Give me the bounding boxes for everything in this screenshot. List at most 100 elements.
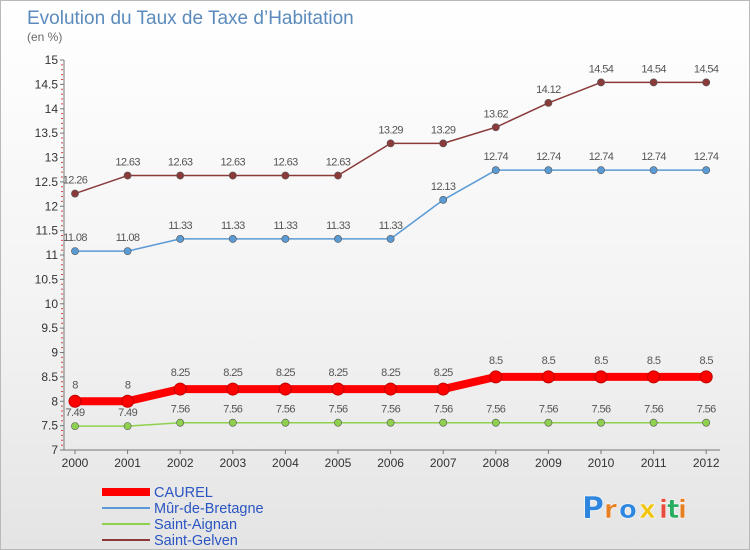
data-label: 12.74 (589, 151, 614, 163)
data-label: 12.63 (326, 157, 351, 169)
y-tick-label: 11 (46, 248, 59, 262)
chart-subtitle: (en %) (27, 30, 62, 44)
data-point (491, 418, 500, 427)
y-tick-label: 15 (45, 53, 59, 67)
data-point (436, 382, 450, 396)
data-label: 13.29 (431, 124, 456, 136)
logo-letter: r (604, 495, 617, 525)
data-point (544, 418, 553, 427)
data-point (541, 370, 555, 384)
data-point (281, 171, 290, 180)
data-point (71, 189, 79, 198)
y-tick-label: 11.5 (36, 224, 59, 238)
y-tick-label: 12 (45, 199, 59, 213)
legend-label: Saint-Gelven (154, 533, 238, 549)
x-tick-label: 2011 (641, 456, 667, 470)
data-label: 8.5 (489, 355, 503, 367)
data-point (281, 235, 290, 243)
data-point (228, 171, 237, 180)
data-point (334, 418, 342, 427)
data-label: 12.74 (641, 151, 666, 163)
data-point (439, 418, 448, 427)
data-label: 8.25 (223, 367, 242, 379)
data-label: 12.63 (168, 157, 193, 169)
data-point (702, 418, 711, 427)
data-point (228, 235, 237, 243)
logo-letter: P (582, 491, 604, 526)
data-point (173, 382, 187, 396)
data-point (439, 196, 448, 204)
data-label: 14.54 (589, 63, 614, 75)
data-point (702, 166, 711, 175)
x-tick-label: 2007 (430, 456, 457, 470)
data-label: 7.56 (644, 404, 663, 416)
logo-letter: o (619, 495, 637, 525)
legend-label: Mûr-de-Bretagne (154, 501, 264, 517)
data-point (544, 99, 553, 107)
data-point (649, 418, 658, 427)
data-label: 13.62 (484, 108, 509, 120)
data-point (647, 370, 661, 384)
data-point (123, 247, 132, 255)
data-point (176, 418, 185, 427)
data-label: 12.74 (536, 151, 561, 163)
data-point (439, 139, 448, 148)
data-label: 12.63 (273, 157, 298, 169)
data-point (597, 78, 605, 87)
data-label: 8.25 (381, 367, 400, 379)
data-label: 7.56 (539, 404, 558, 416)
data-label: 8 (125, 379, 131, 391)
data-point (226, 382, 240, 396)
legend-label: Saint-Aignan (154, 517, 237, 533)
data-label: 7.49 (118, 407, 137, 419)
data-label: 8.25 (276, 367, 295, 379)
logo-letter: i (678, 495, 687, 525)
data-label: 7.56 (697, 404, 716, 416)
y-tick-label: 12.5 (35, 175, 59, 189)
x-tick-label: 2008 (482, 456, 509, 470)
axes: 7 7.5 8 8.5 9 9.5 10 10.5 11 11.5 12 12.5 13 13.5 14 14… (35, 53, 720, 470)
logo-letter: t (667, 495, 679, 525)
data-point (281, 418, 290, 427)
y-tick-label: 14 (45, 102, 59, 116)
data-label: 7.56 (591, 404, 610, 416)
data-point (649, 78, 658, 87)
y-tick-label: 10.5 (35, 272, 59, 286)
data-label: 13.29 (378, 124, 403, 136)
data-label: 7.49 (65, 407, 84, 419)
data-label: 8.25 (434, 367, 453, 379)
x-tick-label: 2003 (219, 456, 246, 470)
data-label: 14.54 (694, 63, 719, 75)
data-point (176, 235, 185, 243)
data-label: 11.08 (63, 232, 87, 244)
data-label: 12.26 (63, 175, 88, 187)
x-tick-label: 2012 (693, 456, 720, 470)
y-tick-label: 14.5 (35, 77, 59, 91)
data-point (331, 382, 345, 396)
data-point (699, 370, 713, 384)
data-labels: 8 8 8.25 8.25 8.25 8.25 8.25 8.25 8.5 8.5 8.5 8.5 8.… (63, 63, 720, 419)
x-tick-label: 2002 (167, 456, 194, 470)
data-point (71, 422, 79, 431)
legend: CAURELMûr-de-BretagneSaint-AignanSaint-G… (102, 485, 264, 549)
data-point (544, 166, 553, 175)
data-label: 11.33 (379, 220, 403, 232)
data-label: 8.25 (171, 367, 190, 379)
x-tick-label: 2010 (588, 456, 615, 470)
data-label: 11.33 (168, 220, 192, 232)
data-point (334, 171, 342, 180)
data-point (597, 166, 605, 175)
data-label: 12.63 (221, 157, 246, 169)
data-point (594, 370, 608, 384)
data-label: 8.5 (594, 355, 608, 367)
data-point (176, 171, 185, 180)
data-point (491, 123, 500, 132)
data-label: 7.56 (434, 404, 453, 416)
y-tick-label: 9.5 (41, 321, 58, 335)
data-point (68, 394, 82, 408)
y-tick-label: 10 (45, 297, 59, 311)
data-label: 14.12 (536, 84, 561, 96)
